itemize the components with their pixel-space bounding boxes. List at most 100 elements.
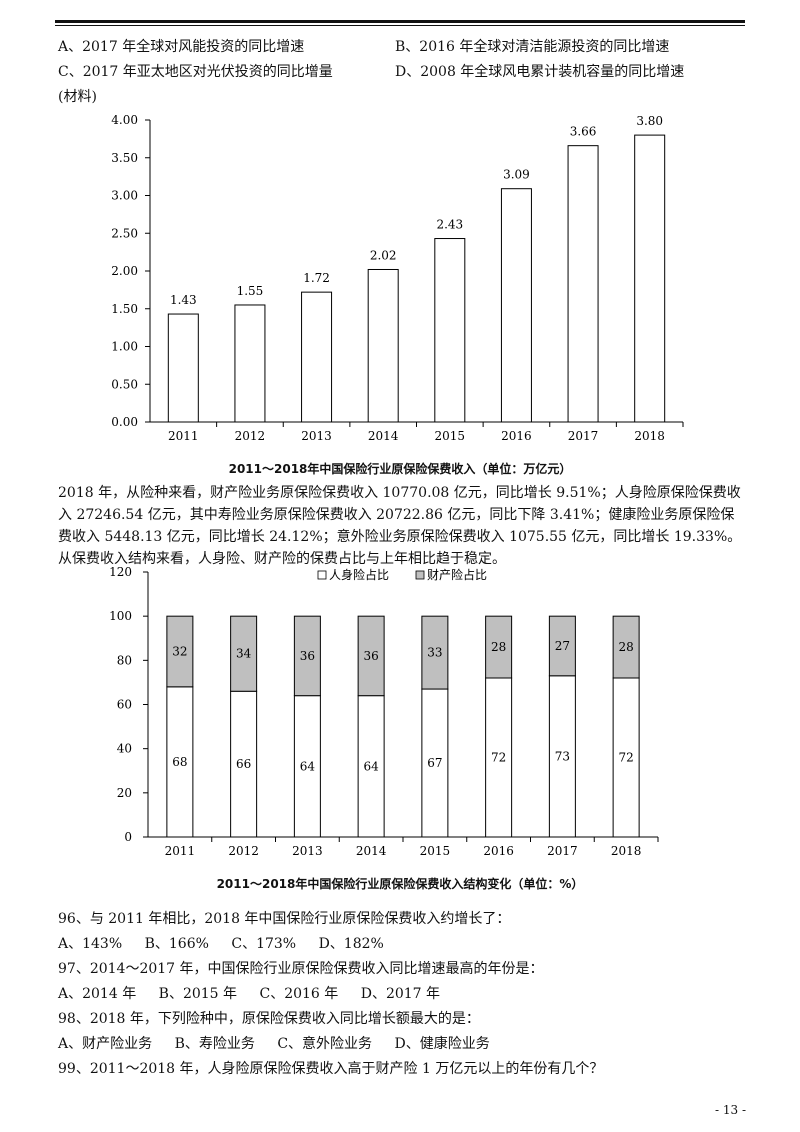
header-rule-thin <box>55 25 745 26</box>
chart2-data-label: 36 <box>363 649 378 663</box>
chart2-x-tick-label: 2016 <box>483 844 514 858</box>
chart1-y-tick-label: 3.50 <box>111 151 138 165</box>
chart1-x-tick-label: 2018 <box>634 429 665 443</box>
chart2-y-tick-label: 120 <box>109 565 132 579</box>
chart1-y-tick-label: 2.50 <box>111 226 138 240</box>
chart2-bar-life <box>548 675 576 838</box>
chart2-x-tick-label: 2012 <box>228 844 259 858</box>
chart2-x-tick-label: 2017 <box>547 844 578 858</box>
question-97: 97、2014～2017 年，中国保险行业原保险保费收入同比增速最高的年份是： <box>58 961 544 977</box>
chart1-x-tick-label: 2016 <box>501 429 532 443</box>
chart2-x-tick-label: 2018 <box>611 844 642 858</box>
chart1-bar <box>367 268 399 423</box>
chart2-legend-label: 人身险占比 <box>329 567 389 582</box>
q96-option-a[interactable]: A、143% <box>58 936 123 952</box>
chart2-bar-property <box>166 615 194 688</box>
chart2-data-label: 66 <box>236 757 251 771</box>
chart2-data-label: 27 <box>555 639 570 653</box>
chart1-bar <box>567 145 599 423</box>
chart2-data-label: 32 <box>172 645 187 659</box>
chart2-x-tick-label: 2013 <box>292 844 323 858</box>
chart1-y-tick-label: 1.50 <box>111 302 138 316</box>
chart2-legend-label: 财产险占比 <box>427 567 487 582</box>
chart1-y-tick-label: 3.00 <box>111 189 138 203</box>
chart1-data-label: 3.80 <box>636 114 663 128</box>
chart2-bar-life <box>230 690 258 838</box>
chart2-data-label: 73 <box>555 749 570 763</box>
q98-option-a[interactable]: A、财产险业务 <box>58 1036 153 1052</box>
q96-option-d[interactable]: D、182% <box>318 936 384 952</box>
chart2-data-label: 64 <box>363 759 379 773</box>
chart1-data-label: 2.43 <box>436 218 463 232</box>
header-rule-thick <box>55 20 745 23</box>
chart1-data-label: 1.43 <box>170 293 197 307</box>
chart1-y-tick-label: 0.50 <box>111 377 138 391</box>
chart2-bar-property <box>293 615 321 697</box>
chart2-caption: 2011～2018年中国保险行业原保险保费收入结构变化（单位：%） <box>216 877 584 891</box>
chart2-bar-life <box>293 695 321 838</box>
chart1-x-tick-label: 2015 <box>435 429 466 443</box>
chart1-caption: 2011～2018年中国保险行业原保险保费收入（单位：万亿元） <box>228 462 572 476</box>
chart1-y-tick-label: 4.00 <box>111 113 138 127</box>
question-99: 99、2011～2018 年，人身险原保险保费收入高于财产险 1 万亿元以上的年… <box>58 1061 604 1077</box>
chart2-data-label: 72 <box>618 751 633 765</box>
chart2-legend-swatch <box>317 570 327 580</box>
chart2-data-label: 67 <box>427 756 442 770</box>
q98-option-b[interactable]: B、寿险业务 <box>174 1036 255 1052</box>
chart2-y-tick-label: 40 <box>117 742 132 756</box>
q96-option-b[interactable]: B、166% <box>144 936 209 952</box>
chart2-data-label: 64 <box>300 759 316 773</box>
chart2-data-label: 68 <box>172 755 187 769</box>
chart2-data-label: 28 <box>491 640 506 654</box>
chart1-y-tick-label: 1.00 <box>111 340 138 354</box>
chart2-y-tick-label: 80 <box>117 653 132 667</box>
chart1-data-label: 3.09 <box>503 168 530 182</box>
chart2-bar-life <box>485 677 513 838</box>
chart1-data-label: 3.66 <box>570 125 597 139</box>
chart1-x-tick-label: 2011 <box>168 429 199 443</box>
q97-option-c[interactable]: C、2016 年 <box>259 986 339 1002</box>
chart1-x-tick-label: 2014 <box>368 429 399 443</box>
chart1-x-tick-label: 2012 <box>235 429 266 443</box>
chart2-x-tick-label: 2014 <box>356 844 387 858</box>
chart1-data-label: 2.02 <box>370 248 397 262</box>
q96-option-c[interactable]: C、173% <box>231 936 297 952</box>
chart2-bar-life <box>421 688 449 838</box>
q97-option-d[interactable]: D、2017 年 <box>360 986 441 1002</box>
question-96-options: A、143% B、166% C、173% D、182% <box>58 935 402 953</box>
chart1-y-tick-label: 2.00 <box>111 264 138 278</box>
question-97-options: A、2014 年 B、2015 年 C、2016 年 D、2017 年 <box>58 985 458 1003</box>
question-98-options: A、财产险业务 B、寿险业务 C、意外险业务 D、健康险业务 <box>58 1035 508 1053</box>
chart1-bar <box>434 238 466 423</box>
q97-option-a[interactable]: A、2014 年 <box>58 986 137 1002</box>
q97-option-b[interactable]: B、2015 年 <box>158 986 238 1002</box>
chart2-data-label: 33 <box>427 646 442 660</box>
chart1-y-tick-label: 0.00 <box>111 415 138 429</box>
chart2-bar-property <box>612 615 640 679</box>
chart2-y-tick-label: 60 <box>117 698 132 712</box>
premium-structure-stacked-chart: 0 20 40 60 80 100 120 人身险占比 财产险占比 68 32 2011 66 34 201… <box>109 565 659 858</box>
chart2-y-tick-label: 20 <box>117 786 132 800</box>
chart2-data-label: 72 <box>491 751 506 765</box>
chart1-x-tick-label: 2017 <box>568 429 599 443</box>
chart2-y-tick-label: 100 <box>109 609 132 623</box>
chart2-bar-life <box>166 686 194 838</box>
page-number: - 13 - <box>714 1103 746 1117</box>
chart1-x-tick-label: 2013 <box>301 429 332 443</box>
chart2-x-tick-label: 2011 <box>165 844 196 858</box>
option-d: D、2008 年全球风电累计装机容量的同比增速 <box>395 64 685 80</box>
chart2-bar-life <box>357 695 385 838</box>
chart2-data-label: 36 <box>300 649 315 663</box>
chart1-bar <box>301 291 333 423</box>
chart2-data-label: 34 <box>236 647 252 661</box>
chart2-x-tick-label: 2015 <box>420 844 451 858</box>
chart1-bar <box>634 134 666 423</box>
chart2-bar-property <box>421 615 449 690</box>
q98-option-c[interactable]: C、意外险业务 <box>277 1036 373 1052</box>
material-paragraph: 2018 年，从险种来看，财产险业务原保险保费收入 10770.08 亿元，同比… <box>58 485 742 567</box>
chart2-bar-life <box>612 677 640 838</box>
chart1-bar <box>234 304 266 423</box>
q98-option-d[interactable]: D、健康险业务 <box>394 1036 490 1052</box>
chart1-data-label: 1.72 <box>303 271 330 285</box>
chart2-bar-property <box>357 615 385 697</box>
